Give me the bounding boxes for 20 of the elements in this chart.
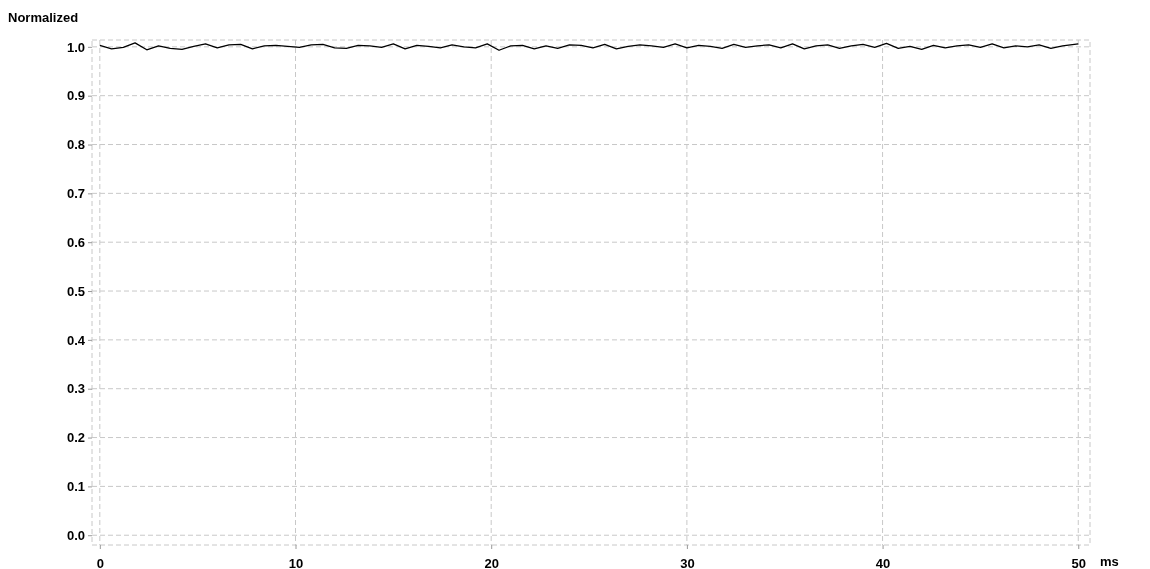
line-series <box>99 42 1079 51</box>
y-tick-label: 0.6 <box>66 234 85 250</box>
y-tick-label: 0.0 <box>66 527 85 543</box>
y-tick-label: 0.3 <box>66 381 85 397</box>
x-tick-label: 50 <box>1071 555 1086 569</box>
x-tick-label: 20 <box>484 555 499 569</box>
x-tick-label: 10 <box>288 555 304 569</box>
x-axis-title: ms <box>1100 554 1119 569</box>
y-tick-label: 0.4 <box>66 332 86 348</box>
x-tick-label: 40 <box>875 555 891 569</box>
y-tick-label: 0.8 <box>66 137 85 153</box>
y-tick-label: 0.1 <box>66 479 85 495</box>
y-tick-label: 0.7 <box>66 186 85 202</box>
y-tick-label: 0.9 <box>66 88 85 104</box>
y-tick-label: 0.5 <box>66 283 85 299</box>
y-tick-label: 1.0 <box>66 39 85 55</box>
y-axis-title: Normalized <box>8 10 79 25</box>
x-tick-label: 0 <box>96 555 104 569</box>
x-tick-label: 30 <box>680 555 695 569</box>
y-tick-label: 0.2 <box>66 430 85 446</box>
